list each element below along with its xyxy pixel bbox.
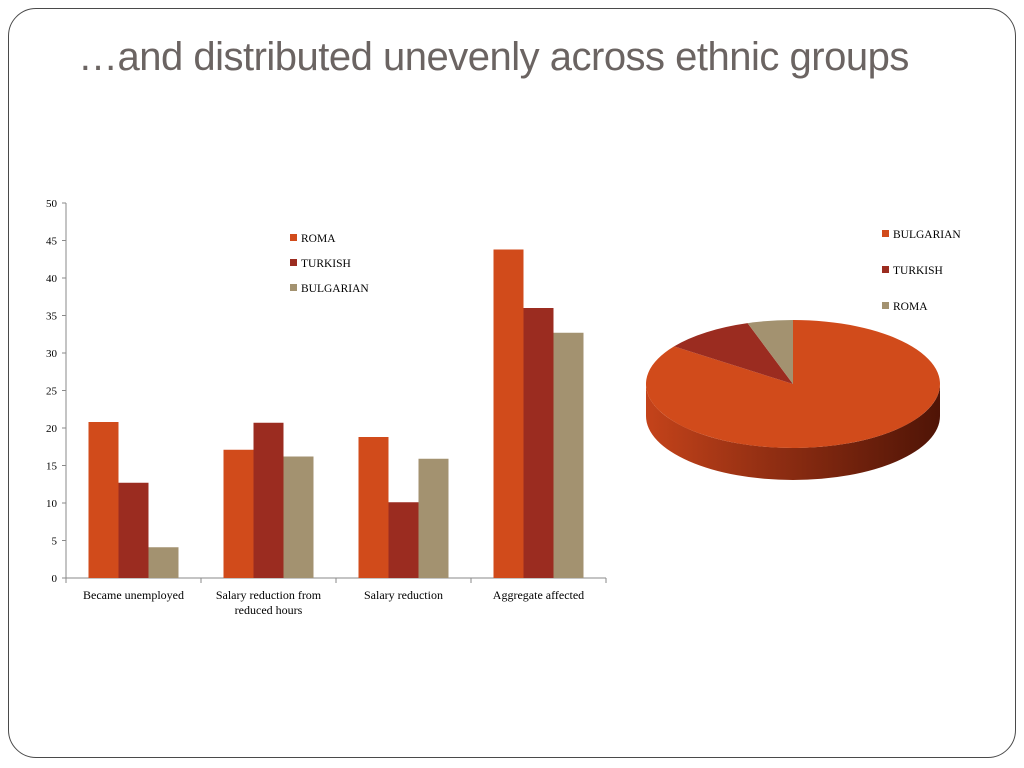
- pie-side-wall: [646, 384, 940, 480]
- pie-chart: BULGARIAN TURKISH ROMA: [646, 229, 961, 480]
- y-tick-label: 10: [46, 498, 58, 510]
- legend-label-turkish: TURKISH: [893, 265, 943, 277]
- pie-slice-turkish: [674, 323, 793, 384]
- y-tick-label: 40: [46, 273, 58, 285]
- x-tick-label-line: reduced hours: [235, 603, 303, 617]
- bar-chart: 0 5 10 15 20 25 30 35 40 45 50 Became unemployed Sal…: [46, 198, 607, 617]
- y-tick-label: 5: [52, 536, 58, 548]
- y-tick-label: 30: [46, 348, 58, 360]
- bar-bulgarian: [553, 332, 584, 578]
- bar-bulgarian: [283, 456, 314, 578]
- y-tick-label: 45: [46, 236, 58, 248]
- bar-bulgarian: [418, 458, 449, 578]
- slide-title: …and distributed unevenly across ethnic …: [78, 35, 909, 79]
- bar-turkish: [523, 308, 554, 578]
- x-tick-label: Salary reduction: [364, 588, 443, 602]
- bar-roma: [88, 422, 119, 578]
- legend-swatch-roma: [290, 234, 297, 241]
- legend-swatch-bulgarian: [882, 230, 889, 237]
- legend-swatch-roma: [882, 302, 889, 309]
- bar-bulgarian: [148, 547, 179, 578]
- y-tick-label: 50: [46, 198, 58, 210]
- legend-swatch-bulgarian: [290, 284, 297, 291]
- bar-turkish: [388, 502, 419, 578]
- x-tick-label: Aggregate affected: [493, 588, 584, 602]
- bar-turkish: [118, 482, 149, 578]
- legend-label-roma: ROMA: [301, 233, 336, 245]
- legend-label-roma: ROMA: [893, 301, 928, 313]
- y-tick-label: 15: [46, 461, 58, 473]
- bar-roma: [493, 249, 524, 578]
- y-tick-label: 0: [52, 573, 58, 585]
- pie-slice-roma: [747, 320, 793, 384]
- legend-swatch-turkish: [290, 259, 297, 266]
- legend-label-turkish: TURKISH: [301, 258, 351, 270]
- legend-swatch-turkish: [882, 266, 889, 273]
- bar-roma: [223, 449, 254, 578]
- y-tick-label: 35: [46, 311, 58, 323]
- x-tick-label: Became unemployed: [83, 588, 184, 602]
- legend-label-bulgarian: BULGARIAN: [893, 229, 961, 241]
- y-tick-label: 20: [46, 423, 58, 435]
- bar-roma: [358, 437, 389, 578]
- legend-label-bulgarian: BULGARIAN: [301, 283, 369, 295]
- x-tick-label: Salary reduction from reduced hours: [216, 588, 322, 617]
- bar-turkish: [253, 422, 284, 578]
- x-tick-label-line: Salary reduction from: [216, 588, 322, 602]
- y-tick-label: 25: [46, 386, 58, 398]
